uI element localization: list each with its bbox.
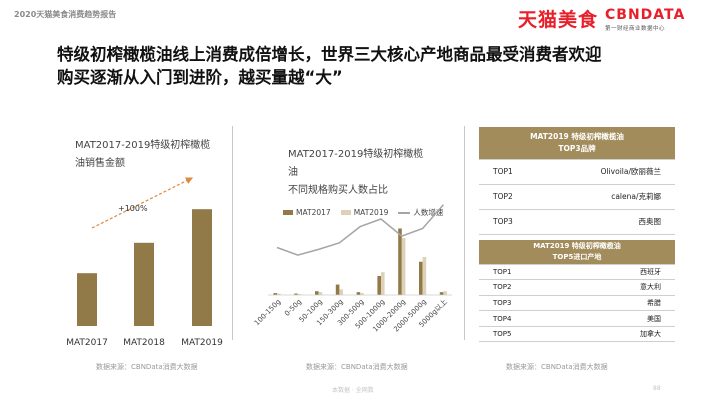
chart2-growth-line	[276, 204, 444, 256]
chart2-bar-mat2017-8	[439, 292, 444, 295]
chart2-bar-mat2017-7	[419, 261, 423, 295]
top3-brands-title-line2: TOP3品牌	[558, 143, 596, 153]
chart1-title-line2: 油销售金额	[75, 158, 125, 169]
footer-note: 本数据 · 全网数	[332, 387, 374, 394]
chart2-title-line1: MAT2017-2019特级初榨橄榄	[288, 149, 424, 160]
legend-swatch-growth	[398, 211, 411, 214]
chart1-tick-label: MAT2019	[181, 338, 223, 348]
chart2-bar-mat2017-0	[273, 293, 277, 295]
chart2-bar-mat2017-1	[294, 293, 298, 295]
legend-swatch-mat2017	[283, 210, 293, 215]
headline-line1: 特级初榨橄榄油线上消费成倍增长，世界三大核心产地商品最受消费者欢迎	[57, 45, 602, 64]
divider-right	[464, 126, 465, 340]
chart1-source: 数据来源：CBNData消费大数据	[96, 363, 198, 371]
brand-name: 西奥图	[540, 209, 675, 235]
brand-rank: TOP2	[479, 184, 541, 210]
cbndata-logo: CBNDATA 第一财经商业数据中心	[605, 7, 685, 32]
chart2-bar-mat2019-6	[401, 238, 406, 295]
origin-rank: TOP4	[479, 310, 574, 327]
chart2-tick-label: 100-150g	[253, 298, 282, 327]
table-row: TOP1 Olivoila/欧丽薇兰	[479, 159, 675, 185]
chart1-tick-label: MAT2018	[123, 338, 165, 348]
chart1-title-line1: MAT2017-2019特级初榨橄榄	[75, 140, 211, 151]
top3-brands-table: MAT2019 特级初榨橄榄油 TOP3品牌 TOP1 Olivoila/欧丽薇…	[479, 127, 675, 235]
table2-source: 数据来源：CBNData消费大数据	[506, 363, 608, 371]
origin-name: 意大利	[573, 279, 675, 296]
table-row: TOP5 加拿大	[479, 326, 675, 343]
chart1-title: MAT2017-2019特级初榨橄榄 油销售金额	[75, 137, 210, 173]
chart2-legend: MAT2017 MAT2019 人数增速	[283, 207, 453, 218]
origin-name: 美国	[573, 310, 675, 327]
table-row: TOP3 希腊	[479, 295, 675, 312]
top5-origins-title-line1: MAT2019 特级初榨橄榄油	[533, 241, 621, 250]
legend-item-mat2019: MAT2019	[340, 208, 389, 217]
chart2-title-line2: 油	[288, 167, 298, 178]
chart2-bar-mat2017-3	[335, 284, 340, 295]
table-row: TOP4 美国	[479, 310, 675, 327]
table-row: TOP2 意大利	[479, 279, 675, 296]
chart1-tick-label: MAT2017	[66, 338, 108, 348]
chart2-bar-mat2017-2	[315, 291, 319, 295]
top3-brands-header: MAT2019 特级初榨橄榄油 TOP3品牌	[479, 127, 675, 160]
legend-label-growth: 人数增速	[413, 208, 444, 217]
chart2-bar-mat2019-5	[381, 272, 385, 295]
headline-line2: 购买逐渐从入门到进阶，越买量越“大”	[57, 68, 343, 87]
tmall-logo: 天猫美食	[518, 9, 599, 31]
divider-left	[232, 126, 233, 340]
cbndata-logo-text: CBNDATA	[605, 7, 686, 23]
chart2-bar-mat2019-7	[422, 257, 427, 295]
chart2-bar-mat2019-2	[318, 292, 323, 295]
page-headline: 特级初榨橄榄油线上消费成倍增长，世界三大核心产地商品最受消费者欢迎 购买逐渐从入…	[57, 43, 677, 89]
table-row: TOP2 calena/克莉娜	[479, 184, 675, 210]
chart1-growth-arrow	[91, 177, 194, 229]
origin-name: 希腊	[573, 295, 675, 312]
legend-item-mat2017: MAT2017	[283, 208, 331, 217]
brand-rank: TOP3	[479, 209, 541, 235]
chart1-bar-mat2019	[192, 209, 212, 326]
cbndata-logo-subtitle: 第一财经商业数据中心	[605, 26, 666, 32]
origin-name: 西班牙	[573, 264, 675, 281]
chart2-bar-mat2017-5	[377, 276, 381, 295]
chart2-bar-mat2019-4	[360, 293, 364, 295]
chart2-bar-mat2019-3	[339, 289, 343, 295]
top3-brands-title-line1: MAT2019 特级初榨橄榄油	[530, 131, 624, 141]
top3-brands-title: MAT2019 特级初榨橄榄油 TOP3品牌	[479, 127, 675, 160]
page-number: 88	[653, 385, 661, 392]
origin-rank: TOP3	[479, 295, 574, 312]
chart2-bar-mat2019-0	[277, 293, 281, 295]
legend-label-mat2019: MAT2019	[353, 208, 389, 217]
origin-rank: TOP5	[479, 326, 574, 343]
legend-label-mat2017: MAT2017	[296, 208, 331, 217]
top5-origins-title-line2: TOP5进口产地	[552, 252, 602, 261]
chart2-bar-mat2019-1	[297, 294, 302, 295]
brand-name: calena/克莉娜	[540, 184, 675, 210]
top5-origins-title: MAT2019 特级初榨橄榄油 TOP5进口产地	[479, 240, 675, 265]
table-row: TOP3 西奥图	[479, 209, 675, 235]
origin-rank: TOP1	[479, 264, 574, 281]
report-label: 2020天猫美食消费趋势报告	[14, 10, 117, 19]
brand-rank: TOP1	[479, 159, 541, 185]
chart1-bar-mat2018	[134, 242, 154, 326]
chart2-bar-mat2017-6	[398, 228, 402, 295]
table-row: TOP1 西班牙	[479, 264, 675, 281]
chart2-bar-mat2017-4	[356, 292, 361, 295]
legend-swatch-mat2019	[340, 210, 351, 215]
origin-name: 加拿大	[573, 326, 675, 343]
top5-origins-header: MAT2019 特级初榨橄榄油 TOP5进口产地	[479, 240, 675, 265]
chart2-bar-mat2019-8	[443, 291, 447, 295]
chart2-title-line3: 不同规格购买人数占比	[288, 185, 388, 196]
origin-rank: TOP2	[479, 279, 574, 296]
chart1-bar-mat2017	[77, 273, 97, 326]
legend-item-growth: 人数增速	[398, 207, 443, 218]
chart1-growth-label: +100%	[118, 204, 148, 213]
chart2-source: 数据来源：CBNData消费大数据	[306, 363, 408, 371]
brand-name: Olivoila/欧丽薇兰	[540, 159, 675, 185]
top5-origins-table: MAT2019 特级初榨橄榄油 TOP5进口产地 TOP1 西班牙 TOP2 意…	[479, 240, 675, 343]
chart2-title: MAT2017-2019特级初榨橄榄 油 不同规格购买人数占比	[288, 146, 423, 200]
